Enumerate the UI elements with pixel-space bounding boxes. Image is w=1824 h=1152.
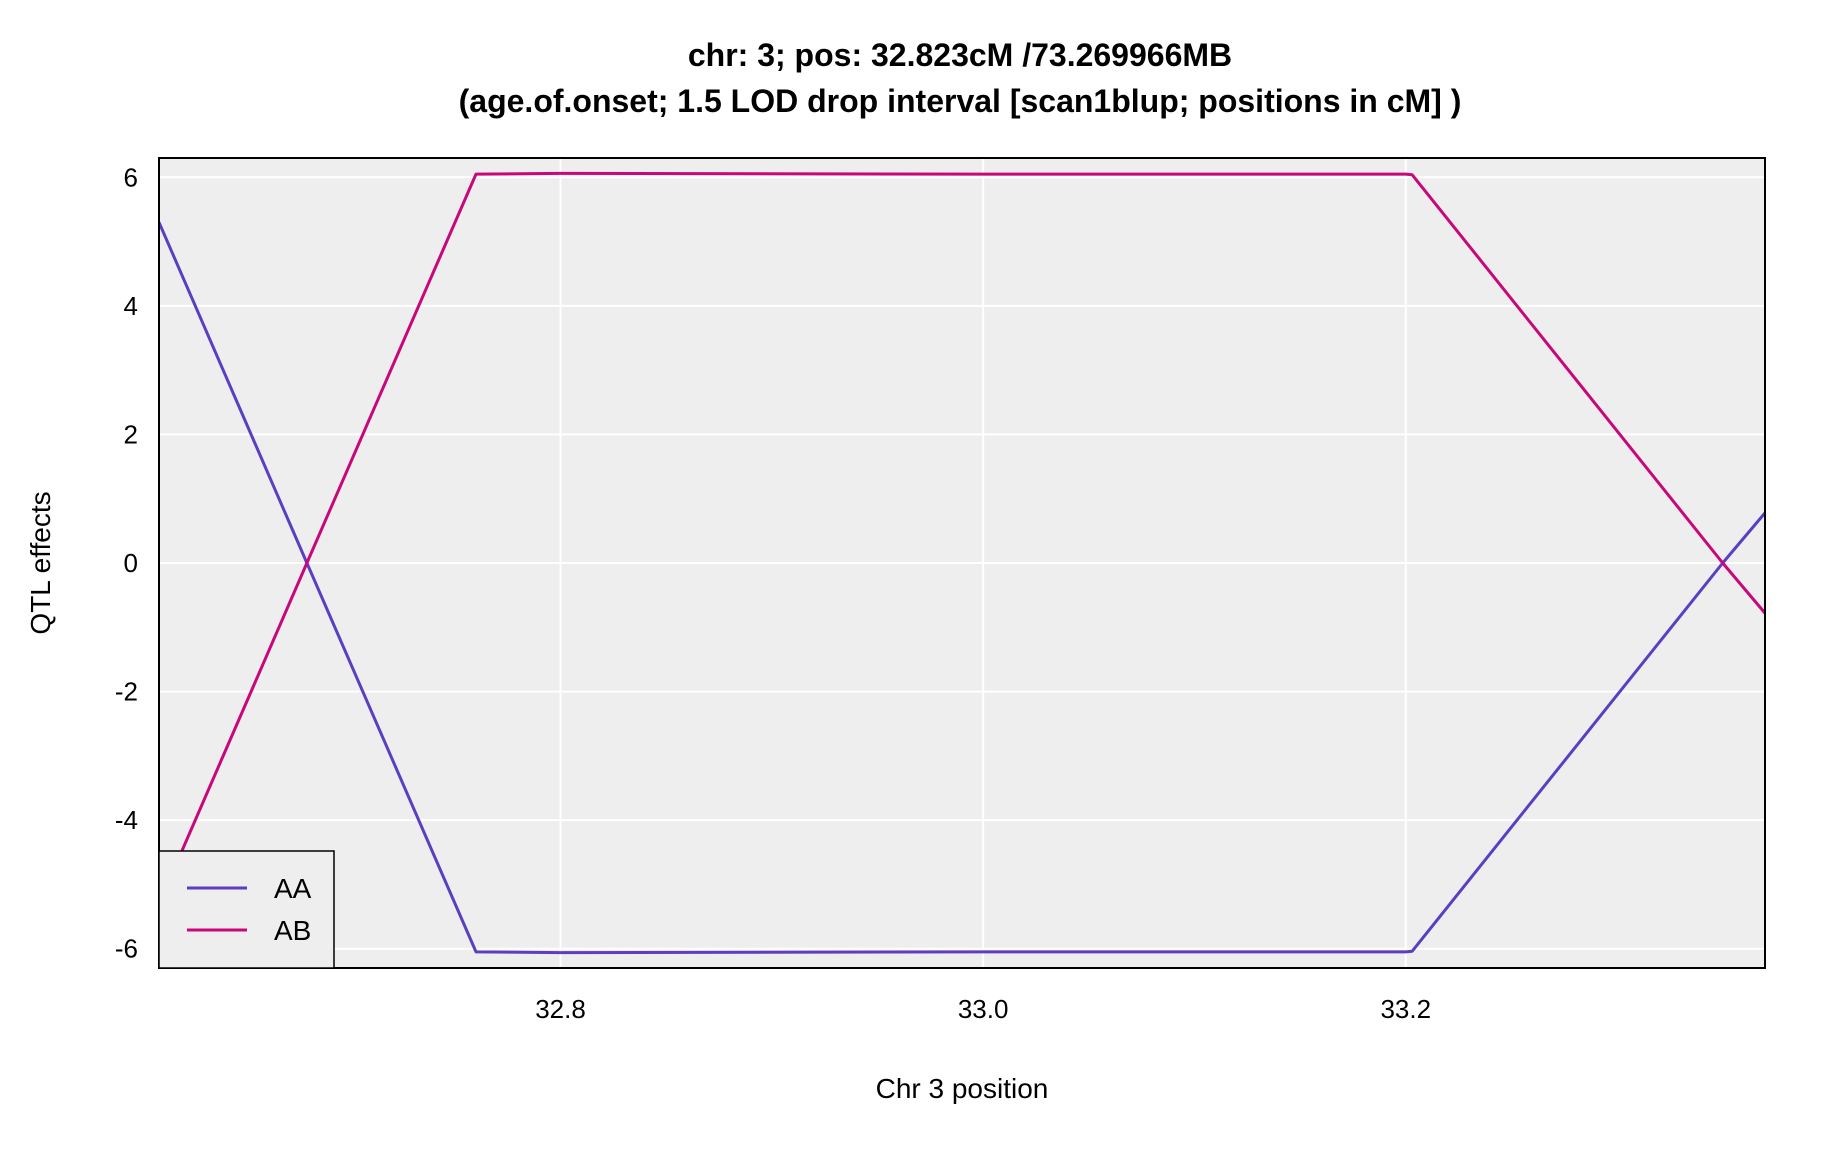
- legend-label-ab: AB: [274, 915, 311, 946]
- chart-title: chr: 3; pos: 32.823cM /73.269966MB: [688, 37, 1232, 73]
- series-line-ab: [159, 171, 1765, 905]
- y-tick-label: -6: [115, 934, 138, 964]
- y-tick-label: 4: [124, 291, 138, 321]
- x-axis: 32.8 33.0 33.2: [535, 994, 1431, 1024]
- legend-box: [158, 850, 335, 969]
- y-tick-label: -2: [115, 677, 138, 707]
- x-axis-label: Chr 3 position: [876, 1073, 1049, 1104]
- x-tick-label: 32.8: [535, 994, 586, 1024]
- y-tick-label: 0: [124, 548, 138, 578]
- series-line-aa: [159, 221, 1765, 955]
- y-tick-label: 6: [124, 162, 138, 192]
- x-tick-label: 33.0: [958, 994, 1009, 1024]
- grid-lines: [159, 158, 1765, 968]
- legend-label-aa: AA: [274, 873, 312, 904]
- chart-subtitle: (age.of.onset; 1.5 LOD drop interval [sc…: [459, 83, 1462, 119]
- y-axis: -6 -4 -2 0 2 4 6: [115, 162, 138, 963]
- plot-frame: [158, 157, 1766, 969]
- y-axis-label: QTL effects: [25, 491, 56, 634]
- y-tick-label: 2: [124, 419, 138, 449]
- legend: AA AB: [158, 850, 335, 969]
- series-lines: [159, 171, 1765, 955]
- y-tick-label: -4: [115, 805, 138, 835]
- x-tick-label: 33.2: [1380, 994, 1431, 1024]
